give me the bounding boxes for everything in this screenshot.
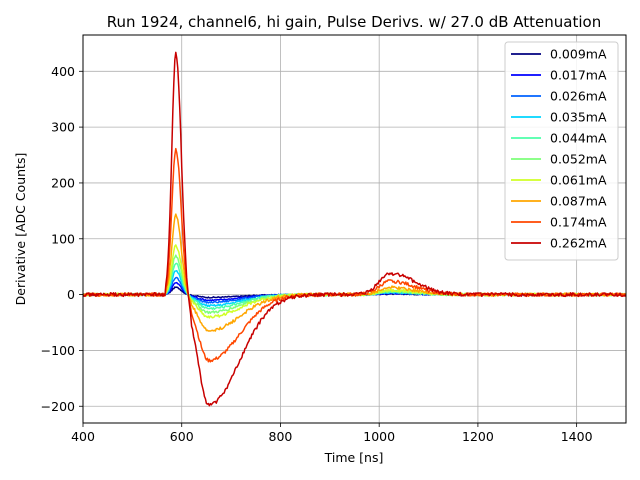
x-tick-label: 1400: [561, 429, 593, 444]
legend-entry-label: 0.026mA: [550, 89, 607, 104]
series-line-0.044mA: [83, 262, 626, 310]
series-line-0.052mA: [83, 254, 626, 315]
legend-entry-label: 0.174mA: [550, 215, 607, 230]
legend-entry-label: 0.044mA: [550, 131, 607, 146]
x-axis: 400 600 800 1000 1200 1400: [71, 423, 593, 444]
y-axis-label: Derivative [ADC Counts]: [13, 153, 28, 306]
y-tick-label: 300: [51, 120, 75, 135]
x-tick-label: 1200: [462, 429, 494, 444]
legend-entry-label: 0.035mA: [550, 110, 607, 125]
y-tick-label: 200: [51, 175, 75, 190]
legend-entry-label: 0.061mA: [550, 173, 607, 188]
y-tick-label: −100: [41, 343, 75, 358]
y-tick-label: 0: [67, 287, 75, 302]
y-tick-label: 100: [51, 231, 75, 246]
legend-entry-label: 0.052mA: [550, 152, 607, 167]
x-tick-label: 400: [71, 429, 95, 444]
series-line-0.262mA: [83, 51, 626, 407]
legend: 0.009mA 0.017mA 0.026mA 0.035mA 0.044mA 0.052…: [504, 41, 619, 261]
plot-frame: [82, 34, 627, 424]
y-axis: −200 −100 0 100 200 300 400: [41, 64, 83, 414]
series-line-0.017mA: [83, 281, 626, 302]
series-line-0.035mA: [83, 269, 626, 308]
legend-entry-label: 0.017mA: [550, 68, 607, 83]
legend-entry-label: 0.087mA: [550, 194, 607, 209]
y-tick-label: 400: [51, 64, 75, 79]
y-tick-label: −200: [41, 399, 75, 414]
legend-entry-label: 0.262mA: [550, 236, 607, 251]
series-line-0.026mA: [83, 276, 626, 304]
x-tick-label: 800: [269, 429, 293, 444]
chart-title: Run 1924, channel6, hi gain, Pulse Deriv…: [107, 13, 601, 31]
x-axis-label: Time [ns]: [324, 450, 384, 465]
x-tick-label: 1000: [363, 429, 395, 444]
series-lines: [83, 51, 626, 407]
legend-entry-label: 0.009mA: [550, 47, 607, 62]
x-tick-label: 600: [170, 429, 194, 444]
